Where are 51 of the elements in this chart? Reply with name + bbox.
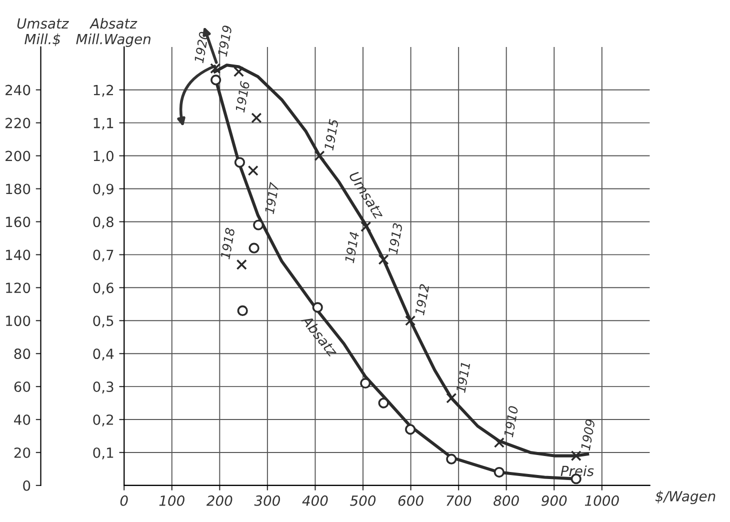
y-tick-label: 200 [6, 150, 30, 162]
y-tick-label: 60 [14, 382, 30, 392]
y-tick-label: 160 [6, 216, 30, 228]
y2-tick-label: 0,3 [93, 382, 114, 394]
x-tick-label: 900 [541, 495, 567, 506]
y-tick-label: 20 [14, 447, 30, 458]
x-tick-label: 500 [350, 495, 376, 506]
annotation: 1910 [504, 406, 518, 438]
x-tick-label: 1000 [584, 495, 619, 506]
x-tick-label: 400 [302, 495, 328, 506]
y2-tick-label: 0,7 [93, 250, 114, 262]
x-tick-label: 800 [494, 495, 519, 506]
y2-tick-label: 0,4 [93, 348, 114, 360]
y-axis-title: Umsatz Mill.$ [17, 18, 69, 46]
y-tick-label: 100 [6, 316, 30, 326]
y2-tick-label: 0,2 [93, 414, 113, 426]
y2-tick-label: 0,8 [93, 216, 114, 229]
annotation: 1916 [235, 80, 250, 113]
y2-tick-label: 0,6 [93, 282, 114, 295]
y2-tick-label: 0,9 [93, 184, 114, 196]
annotation: 1911 [456, 362, 470, 393]
y-tick-label: 220 [6, 118, 30, 128]
annotation: 1918 [220, 228, 235, 260]
annotation: 1909 [580, 418, 596, 451]
y-tick-label: 120 [6, 282, 30, 294]
y-tick-label: 0 [23, 480, 30, 491]
y2-tick-label: 1,0 [94, 150, 114, 163]
annotation: 1913 [388, 222, 403, 254]
y2-tick-label: 1,1 [94, 118, 114, 130]
y-tick-label: 180 [6, 184, 30, 194]
annotation: Preis [560, 465, 594, 476]
annotation: 1919 [217, 25, 232, 57]
y2-tick-label: 1,2 [94, 84, 113, 97]
y2-tick-label: 0,1 [93, 447, 114, 460]
y-tick-label: 140 [6, 250, 30, 260]
annotation: 1914 [344, 232, 360, 264]
x-tick-label: 100 [159, 495, 184, 506]
y-tick-label: 80 [14, 348, 30, 360]
x-tick-label: 0 [120, 495, 128, 506]
y2-axis-title: Absatz Mill.Wagen [76, 18, 150, 47]
x-tick-label: 300 [254, 495, 280, 506]
x-tick-label: 700 [446, 495, 472, 506]
y2-tick-label: 0,5 [93, 316, 114, 328]
y-tick-label: 240 [6, 84, 30, 96]
x-tick-label: 200 [206, 495, 232, 506]
annotation: 1915 [324, 118, 339, 151]
x-axis-title: $/Wagen [655, 490, 716, 504]
x-tick-label: 600 [398, 495, 424, 506]
annotation: 1912 [414, 284, 430, 316]
annotation: 1917 [264, 182, 280, 214]
y-tick-label: 40 [14, 414, 30, 425]
